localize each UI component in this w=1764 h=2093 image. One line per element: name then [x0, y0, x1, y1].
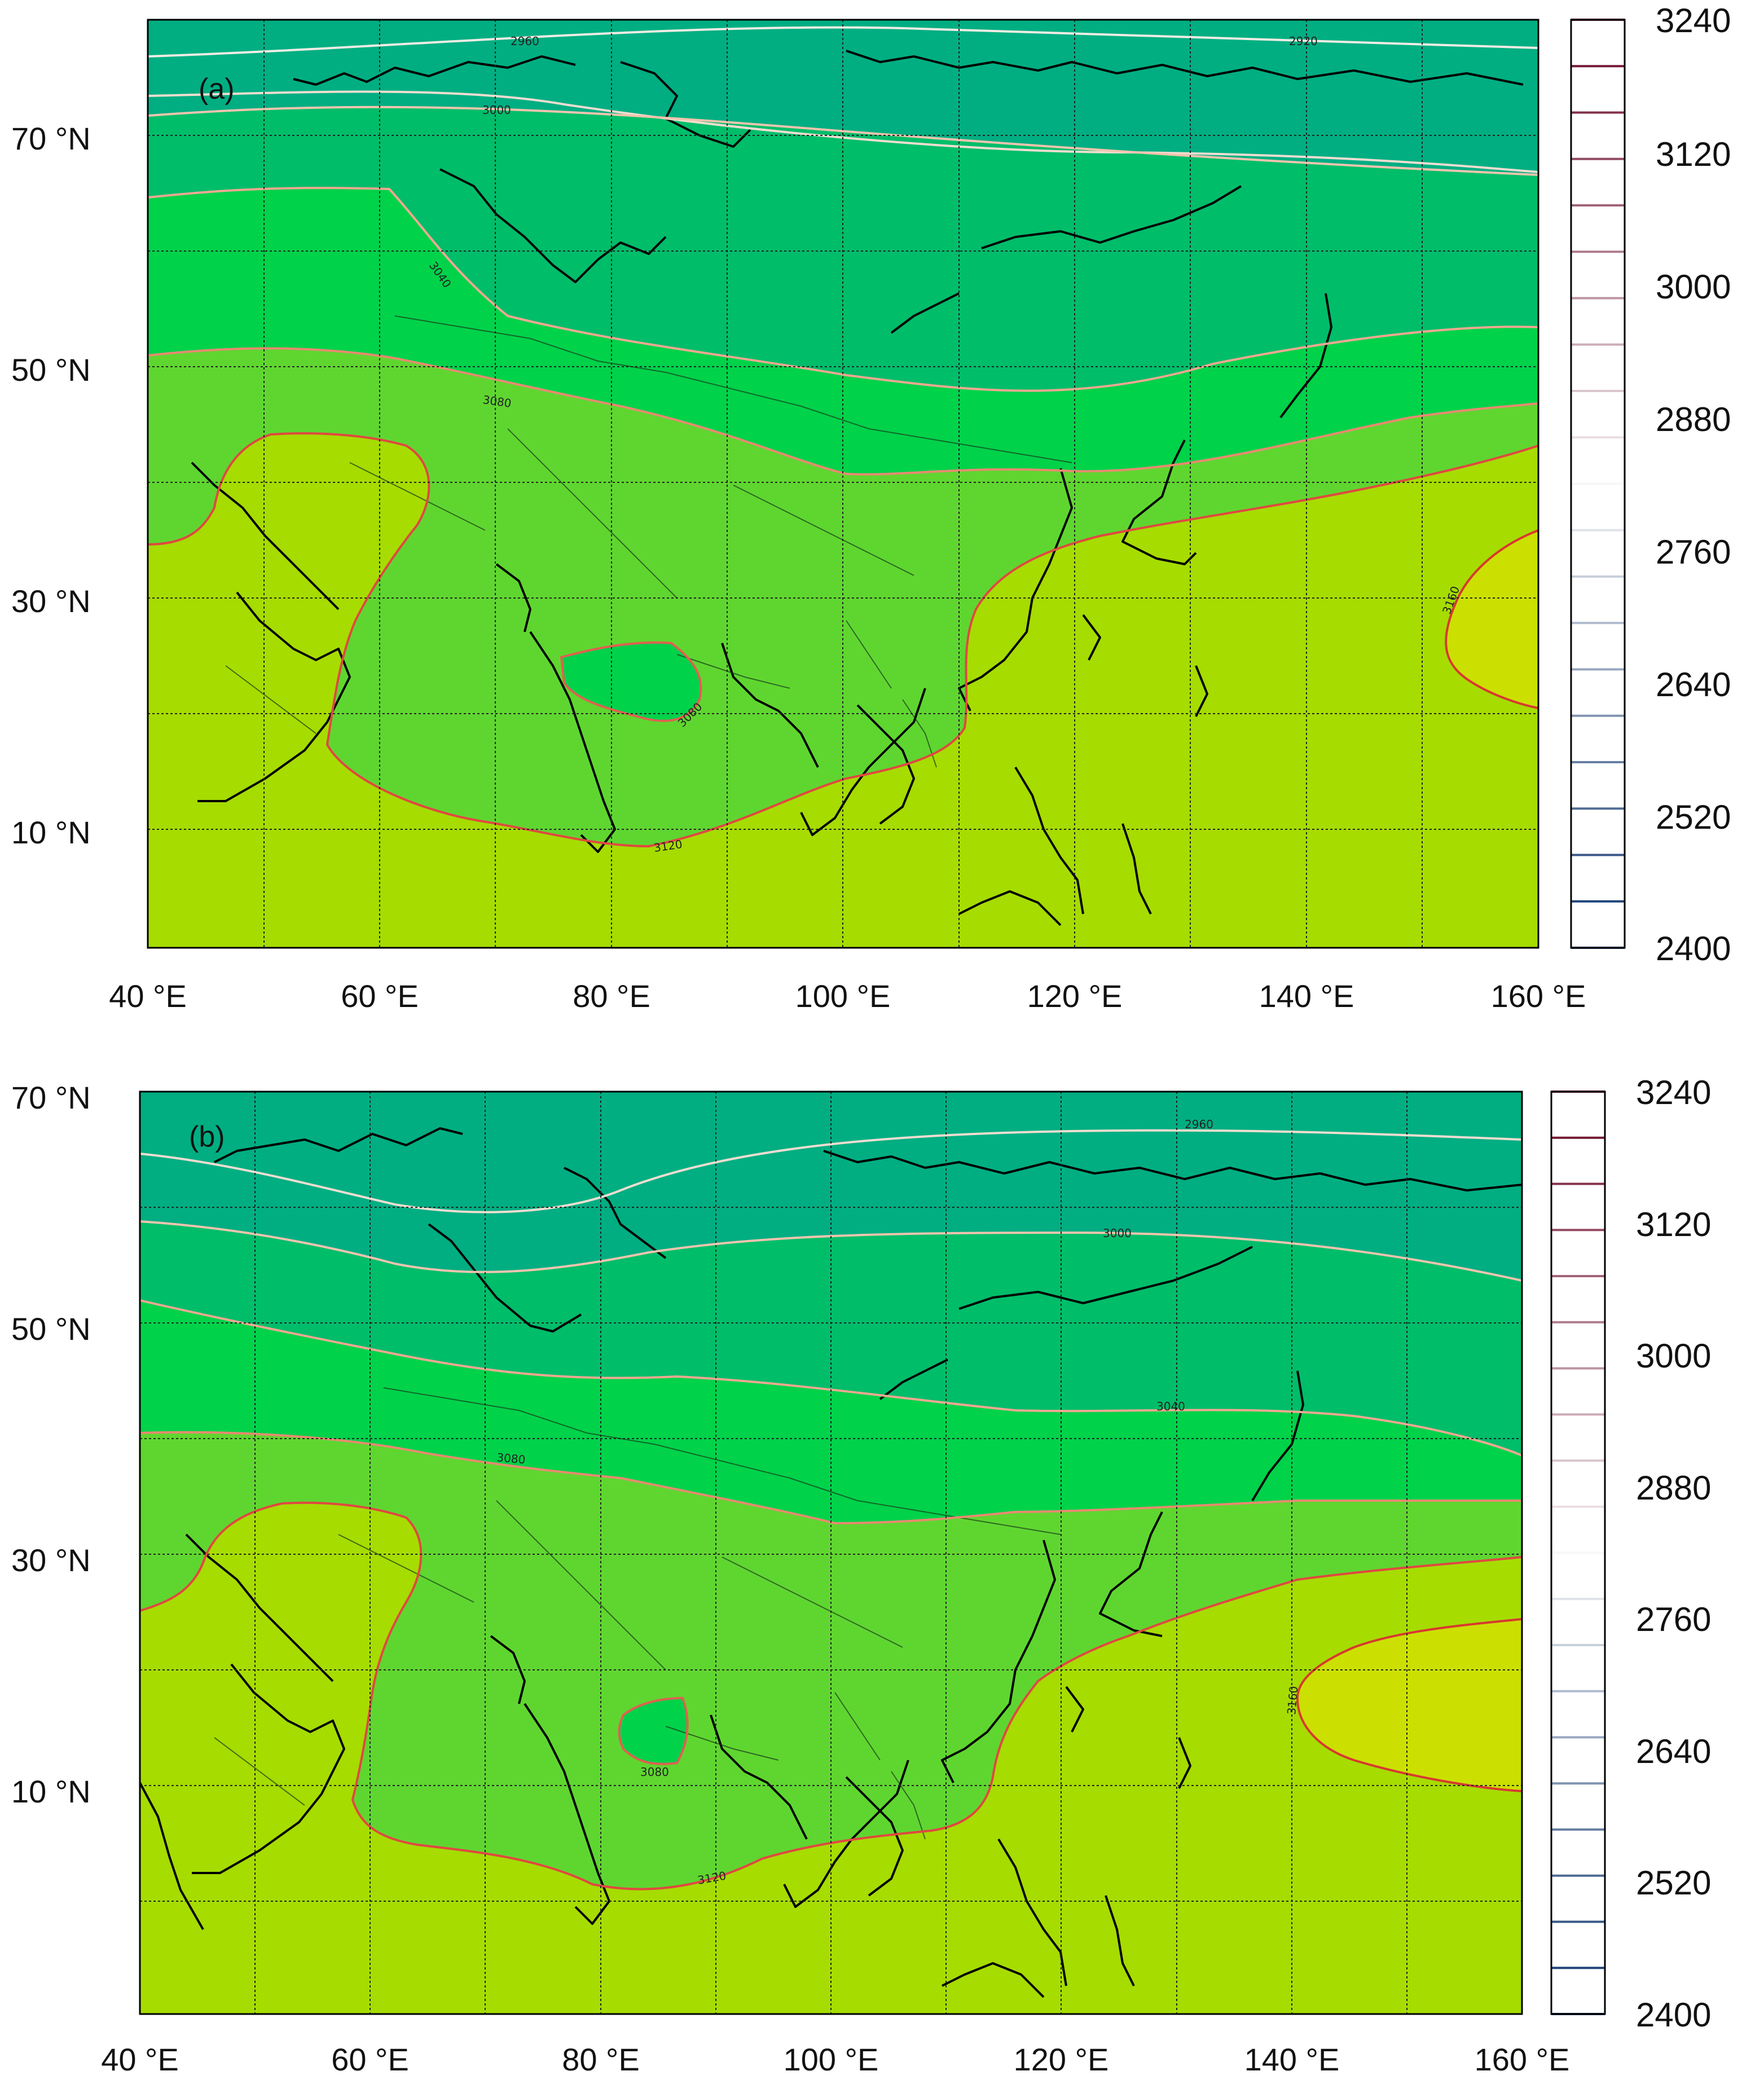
colorbar-tick: 2400	[1656, 930, 1731, 968]
lat-tick: 30 °N	[11, 583, 91, 619]
map-frame-b	[139, 1091, 1523, 2015]
contour-label: 3160	[1284, 1686, 1300, 1716]
contour-3040-a	[148, 187, 1538, 392]
fill-gt-3160-a	[1446, 530, 1538, 708]
lon-ticks-b: 40 °E 60 °E 80 °E 100 °E 120 °E 140 °E 1…	[101, 2042, 1569, 2077]
contour-3080-a	[148, 347, 1538, 476]
lon-tick: 160 °E	[1491, 978, 1586, 1014]
contour-2960-a	[148, 90, 1538, 173]
lon-tick: 100 °E	[795, 978, 891, 1014]
colorbar-tick: 2640	[1656, 666, 1731, 703]
colorbar-frame-b	[1550, 1091, 1606, 2015]
lon-tick: 60 °E	[341, 978, 419, 1014]
colorbar-tick: 2880	[1656, 401, 1731, 438]
lon-tick: 80 °E	[573, 978, 650, 1014]
contour-label: 3040	[1156, 1400, 1185, 1413]
contour-label: 3080	[640, 1765, 669, 1779]
contour-label: 2920	[1289, 34, 1318, 48]
contour-3160-b	[1296, 1618, 1522, 1792]
contour-3000-b	[140, 1220, 1522, 1282]
contour-3080-india-b	[618, 1696, 689, 1765]
colorbar-tick: 3000	[1636, 1337, 1711, 1375]
contour-3120-b	[140, 1501, 1522, 1890]
colorbar-ticks-b: 3240 3120 3000 2880 2760 2640 2520 2400	[1636, 1074, 1711, 2034]
fill-low-india-b	[619, 1698, 688, 1764]
gridlines-a	[148, 20, 1538, 948]
colorbar-lines	[1551, 1091, 1605, 2015]
lon-tick: 40 °E	[101, 2042, 179, 2077]
lat-tick: 10 °N	[11, 1774, 91, 1809]
colorbar-tick: 2520	[1636, 1864, 1711, 1902]
colorbar-tick: 3120	[1636, 1206, 1711, 1243]
contour-label: 3080	[496, 1450, 526, 1466]
lat-ticks-a: 70 °N 50 °N 30 °N 10 °N	[11, 121, 91, 850]
lon-tick: 120 °E	[1027, 978, 1123, 1014]
lon-tick: 80 °E	[562, 2042, 640, 2077]
colorbar-lines	[1571, 19, 1625, 949]
lon-tick: 60 °E	[331, 2042, 409, 2077]
panel-tag-b: (b)	[189, 1120, 225, 1153]
contour-3080-india-a	[560, 641, 702, 722]
contour-3120-a	[148, 432, 1538, 848]
fill-low-india-a	[561, 643, 701, 721]
lat-tick: 70 °N	[11, 121, 91, 156]
coastlines-b	[140, 1127, 1522, 1998]
lon-tick: 160 °E	[1475, 2042, 1570, 2077]
contours-b	[140, 1129, 1522, 1890]
colorbar-tick: 2640	[1636, 1733, 1711, 1770]
colorbar-tick: 2760	[1656, 533, 1731, 571]
lon-tick: 120 °E	[1014, 2042, 1109, 2077]
panel-b: 2960 3000 3040 3080 3080 3120 3160 (b) 7…	[11, 1074, 1711, 2077]
contour-3080-b	[140, 1431, 1522, 1525]
contour-label: 3000	[482, 103, 511, 117]
lon-tick: 40 °E	[109, 978, 187, 1014]
contour-3160-a	[1445, 529, 1538, 709]
colorbar-tick: 3000	[1656, 268, 1731, 306]
contour-label: 2960	[1185, 1118, 1213, 1131]
lat-tick: 10 °N	[11, 815, 91, 850]
colorbar-ticks-a: 3240 3120 3000 2880 2760 2640 2520 2400	[1656, 2, 1731, 968]
lon-tick: 140 °E	[1259, 978, 1354, 1014]
lat-ticks-b: 70 °N 50 °N 30 °N 10 °N	[11, 1080, 91, 1809]
lon-tick: 140 °E	[1244, 2042, 1340, 2077]
borders-a	[225, 315, 1072, 768]
coastlines-a	[191, 50, 1524, 926]
lat-tick: 50 °N	[11, 1311, 91, 1347]
map-area-b	[140, 1092, 1522, 2014]
colorbar-tick: 3240	[1656, 2, 1731, 39]
contour-3040-b	[140, 1299, 1522, 1457]
lon-tick: 100 °E	[784, 2042, 879, 2077]
lat-tick: 70 °N	[11, 1080, 91, 1115]
colorbar-tick: 2520	[1656, 798, 1731, 836]
colorbar-tick: 3240	[1636, 1074, 1711, 1111]
lat-tick: 50 °N	[11, 352, 91, 388]
colorbar-a: 3240 3120 3000 2880 2760 2640 2520 2400	[1570, 2, 1731, 968]
panel-a: 2960 2920 3000 3040 3080 3080 3120 3160 …	[11, 2, 1731, 1014]
colorbar-frame-a	[1570, 19, 1626, 949]
colorbar-tick: 2760	[1636, 1600, 1711, 1638]
contours-a	[148, 26, 1538, 848]
panel-tag-a: (a)	[199, 73, 235, 105]
contour-2960-b	[140, 1129, 1522, 1213]
gridlines-b	[140, 1092, 1522, 2014]
lon-ticks-a: 40 °E 60 °E 80 °E 100 °E 120 °E 140 °E 1…	[109, 978, 1586, 1014]
contour-label: 2960	[511, 34, 539, 48]
contour-3000-a	[148, 105, 1538, 176]
colorbar-tick: 2400	[1636, 1996, 1711, 2034]
fill-gt-3160-b	[1297, 1619, 1522, 1791]
map-frame-a	[147, 19, 1539, 949]
contour-2920-a	[148, 26, 1538, 58]
lat-tick: 30 °N	[11, 1542, 91, 1578]
colorbar-b: 3240 3120 3000 2880 2760 2640 2520 2400	[1550, 1074, 1711, 2034]
map-area-a	[148, 20, 1538, 948]
colorbar-tick: 2880	[1636, 1469, 1711, 1507]
contour-label: 3000	[1103, 1226, 1132, 1240]
colorbar-tick: 3120	[1656, 135, 1731, 173]
